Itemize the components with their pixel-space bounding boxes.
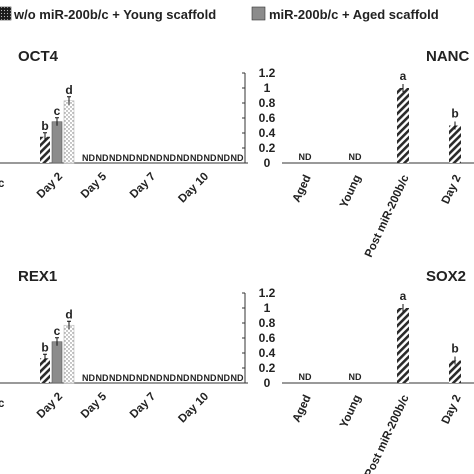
significance-label: c [54,104,61,118]
significance-label: a [400,289,407,303]
bar-solid-1 [51,121,63,164]
nd-label: ND [231,153,244,163]
nd-label: ND [109,373,122,383]
x-tick-label: Day 2 [440,173,464,206]
panel-title-nanc: NANC [426,48,469,65]
chart-sox2: ND Aged ND Young a Post miR-200b/c b Day 2 [282,289,474,474]
x-tick-label: Day 7 [128,171,158,201]
x-tick-label: Day 7 [128,391,158,421]
nd-label: ND [163,373,176,383]
significance-label: b [41,340,48,354]
y-tick-label: 0.2 [259,141,276,155]
bar-solid-1 [51,341,63,384]
bar-2 [397,308,409,383]
chart-rex1: 00.20.40.60.811.2bbcdNDNDNDNDNDNDNDNDNDN… [0,286,276,425]
bar-3 [449,360,461,383]
nd-label: ND [177,153,190,163]
y-tick-label: 1 [264,81,271,95]
panel-title-rex1: REX1 [18,268,57,285]
x-tick-label: Aged [291,393,314,424]
chart-nanc: ND Aged ND Young a Post miR-200b/c b Day 2 [282,69,474,259]
legend-label-young: w/o miR-200b/c + Young scaffold [13,7,216,22]
x-tick-label: Post miR-200b/c [363,393,412,474]
y-tick-label: 0 [264,376,271,390]
y-tick-label: 0.8 [259,96,276,110]
legend-label-aged: miR-200b/c + Aged scaffold [269,7,439,22]
nd-label: ND [136,373,149,383]
y-tick-label: 0.2 [259,361,276,375]
x-tick-label-clipped: c [0,178,5,190]
nd-label: ND [82,373,95,383]
nd-label: ND [217,153,230,163]
nd-label: ND [204,153,217,163]
nd-label: ND [299,152,312,162]
x-tick-label: Day 5 [79,390,110,421]
nd-label: ND [109,153,122,163]
x-tick-label: Day 2 [440,393,464,426]
x-tick-label: Day 2 [35,391,65,421]
x-tick-label: Day 2 [35,171,65,201]
x-tick-label: Post miR-200b/c [363,173,412,260]
bar-dots-1 [63,324,75,384]
nd-label: ND [204,373,217,383]
x-tick-label: Young [338,393,364,430]
x-tick-label: Day 5 [79,170,110,201]
nd-label: ND [231,373,244,383]
y-tick-label: 1 [264,301,271,315]
y-tick-label: 0.8 [259,316,276,330]
x-tick-label: Day 10 [176,391,211,426]
panel-title-oct4: OCT4 [18,48,59,65]
y-tick-label: 0.4 [259,346,276,360]
significance-label: b [41,119,48,133]
legend-swatch-young [0,6,12,21]
panel-title-sox2: SOX2 [426,268,466,285]
nd-label: ND [150,153,163,163]
y-tick-label: 0.6 [259,331,276,345]
nd-label: ND [177,373,190,383]
charts: 00.20.40.60.811.2bbcdNDNDNDNDNDNDNDNDNDN… [0,66,474,474]
nd-label: ND [123,373,136,383]
x-tick-label: Day 10 [176,171,211,206]
nd-label: ND [82,153,95,163]
nd-label: ND [96,373,109,383]
x-tick-label: Young [338,173,364,210]
bar-3 [449,125,461,163]
significance-label: d [65,83,72,97]
y-tick-label: 0.4 [259,126,276,140]
nd-label: ND [190,373,203,383]
nd-label: ND [190,153,203,163]
bar-hatch-1 [40,358,50,383]
nd-label: ND [96,153,109,163]
significance-label: c [54,324,61,338]
significance-label: a [400,69,407,83]
nd-label: ND [349,152,362,162]
nd-label: ND [136,153,149,163]
nd-label: ND [349,372,362,382]
bar-2 [397,88,409,163]
nd-label: ND [150,373,163,383]
nd-label: ND [299,372,312,382]
legend-swatch-aged [251,6,266,21]
bar-hatch-1 [40,136,50,163]
y-tick-label: 0 [264,156,271,170]
y-tick-label: 1.2 [259,286,276,300]
x-tick-label-clipped: c [0,398,5,410]
legend: w/o miR-200b/c + Young scaffold miR-200b… [0,6,439,22]
bar-dots-1 [63,100,75,164]
significance-label: b [451,342,458,356]
y-tick-label: 0.6 [259,111,276,125]
nd-label: ND [217,373,230,383]
y-tick-label: 1.2 [259,66,276,80]
x-tick-label: Aged [291,173,314,204]
nd-label: ND [123,153,136,163]
significance-label: d [65,307,72,321]
chart-oct4: 00.20.40.60.811.2bbcdNDNDNDNDNDNDNDNDNDN… [0,66,276,205]
significance-label: b [451,107,458,121]
nd-label: ND [163,153,176,163]
